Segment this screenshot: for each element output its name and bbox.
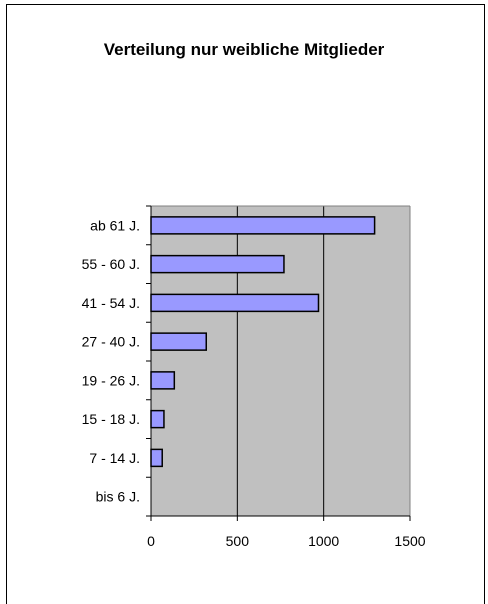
bar (150, 293, 320, 313)
x-tick-label: 500 (226, 533, 250, 549)
plot-area (151, 206, 410, 516)
bar (150, 371, 176, 390)
y-tick-label: 55 - 60 J. (82, 256, 140, 272)
y-tick-label: ab 61 J. (90, 217, 140, 233)
x-tick-label: 1000 (308, 533, 339, 549)
bar (150, 332, 208, 351)
y-tick-label: 19 - 26 J. (82, 372, 140, 388)
chart-frame (6, 4, 485, 604)
bar (150, 216, 376, 235)
bar (150, 409, 165, 429)
bar (150, 254, 285, 274)
y-tick-label: 7 - 14 J. (89, 450, 140, 466)
x-tick-label: 0 (147, 533, 155, 549)
bar (150, 448, 163, 468)
y-tick-label: bis 6 J. (96, 489, 140, 505)
y-tick-label: 27 - 40 J. (82, 334, 140, 350)
y-tick-label: 15 - 18 J. (82, 411, 140, 427)
y-tick-label: 41 - 54 J. (82, 295, 140, 311)
x-tick-label: 1500 (394, 533, 425, 549)
chart-title: Verteilung nur weibliche Mitglieder (103, 40, 385, 59)
